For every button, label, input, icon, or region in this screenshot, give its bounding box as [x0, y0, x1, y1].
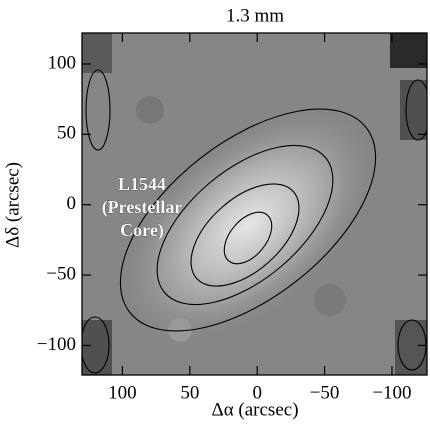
y-tick-label: 50: [57, 123, 76, 144]
x-tick-label: −100: [372, 382, 411, 403]
chart-title: 1.3 mm: [226, 5, 284, 26]
y-tick-label: 100: [48, 52, 77, 73]
y-tick-label: −50: [46, 263, 76, 284]
plot-frame: [81, 32, 428, 376]
x-tick-label: −50: [310, 382, 340, 403]
x-axis-label: Δα (arcsec): [211, 399, 298, 420]
x-tick-label: 0: [252, 382, 262, 403]
annotation: (Prestellar: [102, 197, 183, 218]
y-tick-label: −100: [37, 334, 76, 355]
y-axis-label: Δδ (arcsec): [2, 162, 23, 248]
annotation: L1544: [118, 174, 166, 194]
x-tick-label: 100: [108, 382, 137, 403]
annotation: Core): [120, 220, 164, 241]
map: [82, 33, 427, 375]
x-tick-label: 50: [180, 382, 199, 403]
y-tick-label: 0: [67, 193, 77, 214]
